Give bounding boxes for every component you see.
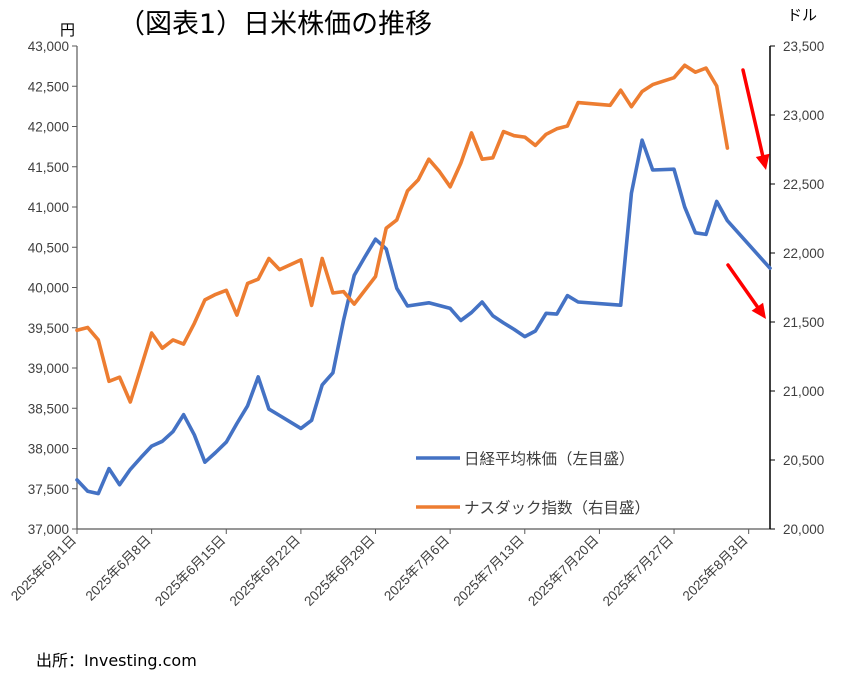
left-tick-label: 41,500 [28, 160, 69, 175]
left-tick-label: 39,500 [28, 321, 69, 336]
left-tick-label: 42,000 [28, 120, 69, 135]
right-axis: 20,000 20,500 21,000 21,500 22,000 22,500 23,0… [769, 39, 824, 537]
x-tick-label: 2025年7月27日 [600, 533, 676, 609]
x-tick-label: 2025年7月20日 [525, 533, 601, 609]
left-tick-label: 37,500 [28, 482, 69, 497]
left-axis-unit: 円 [60, 21, 75, 39]
down-arrow-nikkei [726, 263, 766, 319]
arrow-shaft [741, 68, 765, 158]
legend-label-nasdaq: ナスダック指数（右目盛） [464, 499, 650, 517]
source-note: 出所：Investing.com [36, 651, 197, 670]
x-tick-label: 2025年8月3日 [680, 533, 751, 604]
arrow-head [755, 153, 770, 170]
x-tick-label: 2025年6月8日 [83, 533, 154, 604]
right-tick-label: 22,500 [783, 177, 824, 192]
arrow-head [751, 302, 766, 319]
right-tick-label: 21,000 [783, 384, 824, 399]
left-tick-label: 43,000 [28, 39, 69, 54]
right-axis-unit: ドル [787, 6, 817, 24]
series-line-nasdaq [75, 63, 730, 404]
left-tick-label: 37,000 [28, 522, 69, 537]
left-tick-label: 39,000 [28, 361, 69, 376]
series-line-nikkei [75, 138, 772, 496]
right-tick-label: 22,000 [783, 246, 824, 261]
x-tick-label: 2025年6月15日 [152, 533, 228, 609]
x-tick-label: 2025年6月1日 [8, 533, 79, 604]
right-tick-label: 23,000 [783, 108, 824, 123]
series-lines [75, 63, 772, 496]
left-tick-label: 42,500 [28, 79, 69, 94]
x-tick-label: 2025年7月6日 [381, 533, 452, 604]
right-tick-label: 23,500 [783, 39, 824, 54]
left-tick-label: 38,500 [28, 401, 69, 416]
left-tick-label: 41,000 [28, 200, 69, 215]
x-tick-label: 2025年7月13日 [450, 533, 526, 609]
right-tick-label: 21,500 [783, 315, 824, 330]
legend: 日経平均株価（左目盛） ナスダック指数（右目盛） [416, 450, 650, 517]
down-arrows [726, 68, 770, 319]
chart-title: （図表1）日米株価の推移 [118, 9, 432, 40]
right-tick-label: 20,500 [783, 453, 824, 468]
arrow-shaft [726, 263, 760, 309]
left-tick-label: 40,500 [28, 240, 69, 255]
left-axis: 37,000 37,500 38,000 38,500 39,000 39,500 40,0… [28, 39, 78, 537]
right-tick-label: 20,000 [783, 522, 824, 537]
left-tick-label: 40,000 [28, 281, 69, 296]
x-tick-label: 2025年6月22日 [227, 533, 303, 609]
left-tick-label: 38,000 [28, 442, 69, 457]
x-tick-label: 2025年6月29日 [301, 533, 377, 609]
down-arrow-nasdaq [741, 68, 770, 170]
legend-label-nikkei: 日経平均株価（左目盛） [464, 450, 635, 468]
x-axis: 2025年6月1日 2025年6月8日2025年6月15日2025年6月22日20… [8, 528, 770, 609]
